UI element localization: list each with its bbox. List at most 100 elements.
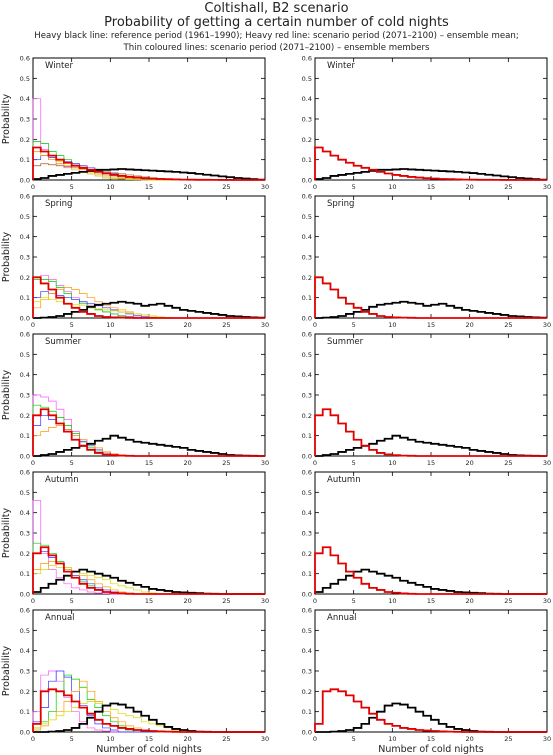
- ensemble-member-series-line: [32, 425, 265, 457]
- chart-panel-annual-left: 0.0 0.1 0.2 0.3 0.4 0.5 0.6 0 5 10 15 20 25 30 Annual P…: [1, 607, 269, 755]
- y-tick-label: 0.4: [302, 371, 312, 379]
- y-tick-label: 0.1: [302, 432, 312, 440]
- x-tick-label: 20: [184, 735, 192, 743]
- y-tick-label: 0.3: [302, 392, 312, 400]
- x-tick-label: 0: [31, 321, 35, 329]
- x-tick-label: 15: [145, 459, 153, 467]
- scenario-mean-series-line: [32, 408, 265, 457]
- season-label: Winter: [327, 61, 356, 71]
- season-label: Annual: [45, 613, 75, 623]
- x-tick-label: 20: [466, 735, 474, 743]
- x-tick-label: 25: [222, 459, 230, 467]
- y-tick-label: 0.2: [302, 412, 312, 420]
- chart-panel-summer-left: 0.0 0.1 0.2 0.3 0.4 0.5 0.6 0 5 10 15 20 25 30 Summer P…: [1, 331, 269, 468]
- x-tick-label: 20: [184, 183, 192, 191]
- y-tick-label: 0.0: [20, 729, 30, 737]
- season-label: Spring: [327, 199, 354, 209]
- y-tick-label: 0.1: [20, 432, 30, 440]
- season-label: Summer: [45, 337, 82, 347]
- ensemble-member-series-line: [32, 279, 265, 319]
- y-tick-label: 0.2: [20, 274, 30, 282]
- x-tick-label: 10: [106, 597, 114, 605]
- x-tick-label: 25: [222, 735, 230, 743]
- x-tick-label: 15: [427, 597, 435, 605]
- plot-frame: [314, 57, 548, 181]
- x-tick-label: 10: [106, 183, 114, 191]
- x-tick-label: 15: [145, 735, 153, 743]
- y-axis-label: Probability: [1, 508, 12, 559]
- x-tick-label: 5: [352, 321, 356, 329]
- legend-note-line-2: Thin coloured lines: scenario period (20…: [123, 43, 430, 53]
- y-tick-label: 0.2: [20, 550, 30, 558]
- y-tick-label: 0.4: [302, 95, 312, 103]
- season-label: Summer: [327, 337, 364, 347]
- x-tick-label: 0: [313, 183, 317, 191]
- y-tick-label: 0.2: [302, 274, 312, 282]
- x-tick-label: 25: [222, 597, 230, 605]
- y-tick-label: 0.1: [302, 570, 312, 578]
- y-tick-label: 0.5: [20, 351, 30, 359]
- y-tick-label: 0.3: [20, 392, 30, 400]
- scenario-mean-series-line: [32, 276, 265, 319]
- x-tick-label: 30: [261, 735, 269, 743]
- y-axis-label: Probability: [1, 646, 12, 697]
- season-label: Annual: [327, 613, 357, 623]
- y-tick-label: 0.6: [302, 469, 312, 477]
- x-axis-label: Number of cold nights: [96, 744, 202, 755]
- x-tick-label: 15: [145, 597, 153, 605]
- y-tick-label: 0.3: [20, 254, 30, 262]
- x-tick-label: 5: [70, 459, 74, 467]
- y-tick-label: 0.0: [302, 453, 312, 461]
- x-tick-label: 5: [70, 321, 74, 329]
- x-tick-label: 10: [106, 459, 114, 467]
- y-tick-label: 0.3: [302, 254, 312, 262]
- y-tick-label: 0.6: [302, 331, 312, 339]
- reference-series-line: [315, 300, 547, 319]
- y-tick-label: 0.6: [20, 469, 30, 477]
- season-label: Autumn: [327, 475, 361, 485]
- x-tick-label: 30: [261, 597, 269, 605]
- x-tick-label: 5: [352, 735, 356, 743]
- x-tick-label: 5: [70, 597, 74, 605]
- x-tick-label: 30: [261, 321, 269, 329]
- y-tick-label: 0.1: [20, 156, 30, 164]
- scenario-mean-series-line: [314, 688, 547, 733]
- scenario-mean-series-line: [314, 146, 547, 181]
- x-tick-label: 5: [352, 459, 356, 467]
- x-tick-label: 30: [543, 459, 551, 467]
- ensemble-member-series-line: [32, 404, 265, 457]
- x-tick-label: 25: [222, 321, 230, 329]
- x-tick-label: 15: [427, 459, 435, 467]
- x-tick-label: 5: [352, 597, 356, 605]
- y-tick-label: 0.1: [302, 708, 312, 716]
- y-tick-label: 0.6: [20, 55, 30, 63]
- x-tick-label: 25: [504, 459, 512, 467]
- y-tick-label: 0.0: [20, 591, 30, 599]
- y-tick-label: 0.4: [302, 509, 312, 517]
- chart-panel-annual-right: 0.0 0.1 0.2 0.3 0.4 0.5 0.6 0 5 10 15 20 25 30 Annual N…: [302, 607, 551, 755]
- plot-frame: [314, 609, 548, 733]
- chart-panel-spring-right: 0.0 0.1 0.2 0.3 0.4 0.5 0.6 0 5 10 15 20 25 30 Spring: [302, 193, 551, 330]
- y-tick-label: 0.5: [302, 351, 312, 359]
- y-tick-label: 0.4: [20, 95, 30, 103]
- x-tick-label: 30: [261, 183, 269, 191]
- x-tick-label: 25: [504, 735, 512, 743]
- x-tick-label: 15: [427, 735, 435, 743]
- x-tick-label: 20: [184, 321, 192, 329]
- x-tick-label: 5: [70, 183, 74, 191]
- x-tick-label: 20: [466, 459, 474, 467]
- x-tick-label: 15: [427, 183, 435, 191]
- y-tick-label: 0.0: [20, 177, 30, 185]
- y-tick-label: 0.2: [20, 136, 30, 144]
- legend-note-line-1: Heavy black line: reference period (1961…: [34, 31, 519, 41]
- chart-panel-summer-right: 0.0 0.1 0.2 0.3 0.4 0.5 0.6 0 5 10 15 20 25 30 Summer: [302, 331, 551, 468]
- x-tick-label: 30: [543, 597, 551, 605]
- y-tick-label: 0.4: [302, 647, 312, 655]
- x-tick-label: 0: [31, 459, 35, 467]
- season-label: Winter: [45, 61, 74, 71]
- scenario-mean-series-line: [314, 546, 547, 595]
- x-tick-label: 0: [313, 321, 317, 329]
- y-tick-label: 0.3: [20, 116, 30, 124]
- x-tick-label: 20: [466, 321, 474, 329]
